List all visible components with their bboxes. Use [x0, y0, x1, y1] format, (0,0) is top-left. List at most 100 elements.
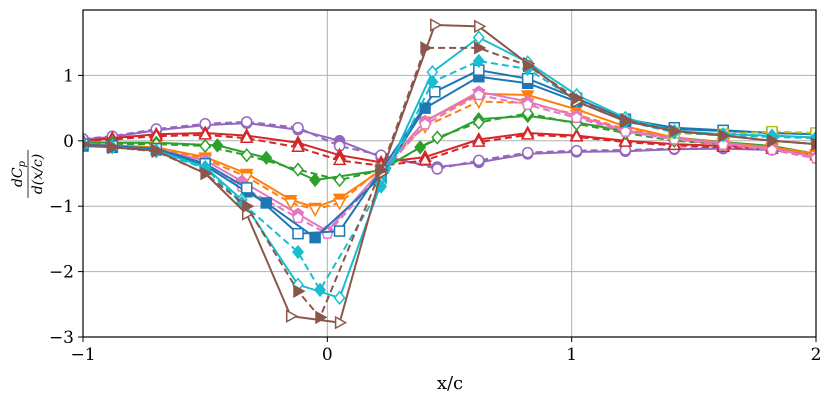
- data-point: [718, 128, 731, 143]
- data-point: [315, 310, 328, 325]
- series-1: [83, 116, 816, 175]
- data-point: [292, 244, 304, 260]
- data-point: [521, 106, 534, 121]
- data-point: [418, 152, 432, 166]
- data-point: [569, 129, 584, 142]
- data-point: [474, 41, 487, 55]
- y-ticks: −3 −2 −1 0 1: [49, 66, 83, 348]
- data-point: [810, 127, 816, 139]
- y-tick-label: 0: [63, 132, 74, 152]
- data-point: [314, 282, 326, 298]
- data-point: [431, 163, 444, 175]
- series-11: [83, 64, 816, 240]
- x-tick-label: 0: [322, 345, 333, 365]
- data-point: [285, 309, 299, 323]
- svg-text:dCp: dCp: [10, 160, 28, 187]
- data-point: [474, 19, 487, 34]
- data-point: [333, 225, 346, 237]
- data-point: [570, 144, 583, 157]
- data-point: [767, 134, 780, 148]
- data-point: [717, 138, 730, 150]
- data-point: [669, 124, 682, 138]
- series-15: [83, 18, 816, 330]
- data-point: [240, 148, 253, 163]
- series-5: [83, 106, 816, 188]
- series-line: [83, 120, 816, 170]
- series-16: [83, 41, 816, 325]
- data-point: [292, 227, 304, 240]
- x-tick-label: −1: [70, 345, 95, 365]
- x-axis-label: x/c: [437, 373, 463, 394]
- data-point: [293, 284, 306, 298]
- data-point: [291, 139, 305, 153]
- data-point: [620, 113, 633, 127]
- data-point: [809, 152, 816, 164]
- series-9: [83, 88, 816, 239]
- data-point: [619, 125, 632, 137]
- y-label-numerator: dC: [10, 167, 26, 187]
- y-label-denominator: d(x/c): [30, 154, 46, 194]
- data-point: [472, 53, 485, 69]
- data-point: [618, 134, 633, 147]
- data-point: [472, 134, 486, 147]
- data-point: [472, 30, 485, 45]
- data-point: [811, 137, 816, 151]
- series-group: [83, 18, 816, 330]
- data-point: [107, 140, 120, 155]
- x-tick-label: 2: [811, 345, 822, 365]
- data-point: [333, 290, 346, 305]
- data-point: [309, 231, 321, 244]
- x-ticks: −1 0 1 2: [70, 337, 821, 365]
- data-point: [429, 86, 441, 98]
- data-point: [520, 127, 535, 140]
- data-point: [151, 144, 164, 159]
- series-13: [83, 30, 816, 305]
- data-point: [430, 18, 443, 32]
- data-point: [472, 115, 485, 130]
- data-point: [240, 116, 253, 128]
- data-point: [426, 74, 439, 90]
- data-point: [309, 172, 322, 188]
- series-line: [83, 100, 816, 211]
- data-point: [200, 166, 213, 181]
- data-point: [420, 41, 433, 55]
- data-point: [431, 130, 444, 145]
- data-point: [522, 58, 536, 73]
- series-line: [83, 46, 816, 319]
- y-tick-label: 1: [63, 66, 74, 86]
- data-point: [570, 111, 583, 124]
- data-point: [334, 315, 348, 330]
- series-14: [83, 53, 816, 298]
- data-point: [473, 154, 485, 167]
- series-line: [83, 60, 816, 291]
- data-point: [418, 117, 432, 130]
- data-point: [571, 91, 585, 106]
- y-tick-label: −2: [49, 263, 74, 283]
- data-point: [283, 198, 298, 211]
- y-tick-label: −3: [49, 328, 74, 348]
- plot-area: [83, 18, 816, 330]
- y-tick-label: −1: [49, 197, 74, 217]
- data-point: [260, 197, 272, 209]
- data-point: [83, 140, 91, 149]
- data-point: [333, 172, 346, 188]
- data-point: [521, 98, 534, 111]
- data-point: [472, 88, 485, 101]
- data-point: [241, 199, 255, 213]
- data-point: [199, 138, 212, 154]
- data-point: [765, 143, 779, 156]
- data-point: [414, 140, 427, 155]
- axes-frame: [82, 9, 817, 338]
- data-point: [292, 121, 304, 134]
- data-point: [241, 207, 255, 221]
- data-point: [308, 204, 322, 218]
- data-point: [332, 152, 347, 166]
- data-point: [239, 130, 254, 143]
- data-point: [521, 146, 534, 159]
- data-point: [240, 182, 253, 194]
- series-line: [83, 92, 816, 209]
- data-point: [376, 163, 389, 177]
- y-label-subscript: p: [17, 160, 28, 167]
- x-tick-label: 1: [566, 345, 577, 365]
